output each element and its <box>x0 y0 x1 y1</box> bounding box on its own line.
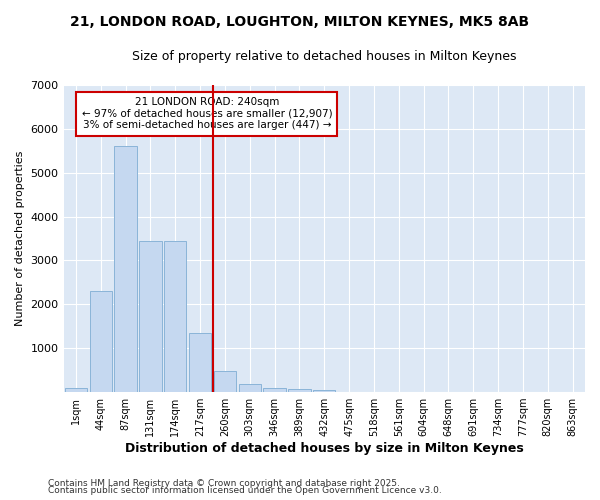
Bar <box>239 384 261 392</box>
Bar <box>214 371 236 392</box>
Bar <box>288 389 311 392</box>
Bar <box>189 333 211 392</box>
Bar <box>164 240 187 392</box>
Bar <box>313 390 335 392</box>
Text: Contains HM Land Registry data © Crown copyright and database right 2025.: Contains HM Land Registry data © Crown c… <box>48 478 400 488</box>
Y-axis label: Number of detached properties: Number of detached properties <box>15 151 25 326</box>
Bar <box>263 388 286 392</box>
Title: Size of property relative to detached houses in Milton Keynes: Size of property relative to detached ho… <box>132 50 517 63</box>
Bar <box>139 240 161 392</box>
Bar <box>89 291 112 392</box>
X-axis label: Distribution of detached houses by size in Milton Keynes: Distribution of detached houses by size … <box>125 442 524 455</box>
Text: 21 LONDON ROAD: 240sqm
← 97% of detached houses are smaller (12,907)
3% of semi-: 21 LONDON ROAD: 240sqm ← 97% of detached… <box>82 98 332 130</box>
Bar <box>115 146 137 392</box>
Text: Contains public sector information licensed under the Open Government Licence v3: Contains public sector information licen… <box>48 486 442 495</box>
Bar <box>65 388 87 392</box>
Text: 21, LONDON ROAD, LOUGHTON, MILTON KEYNES, MK5 8AB: 21, LONDON ROAD, LOUGHTON, MILTON KEYNES… <box>70 15 530 29</box>
